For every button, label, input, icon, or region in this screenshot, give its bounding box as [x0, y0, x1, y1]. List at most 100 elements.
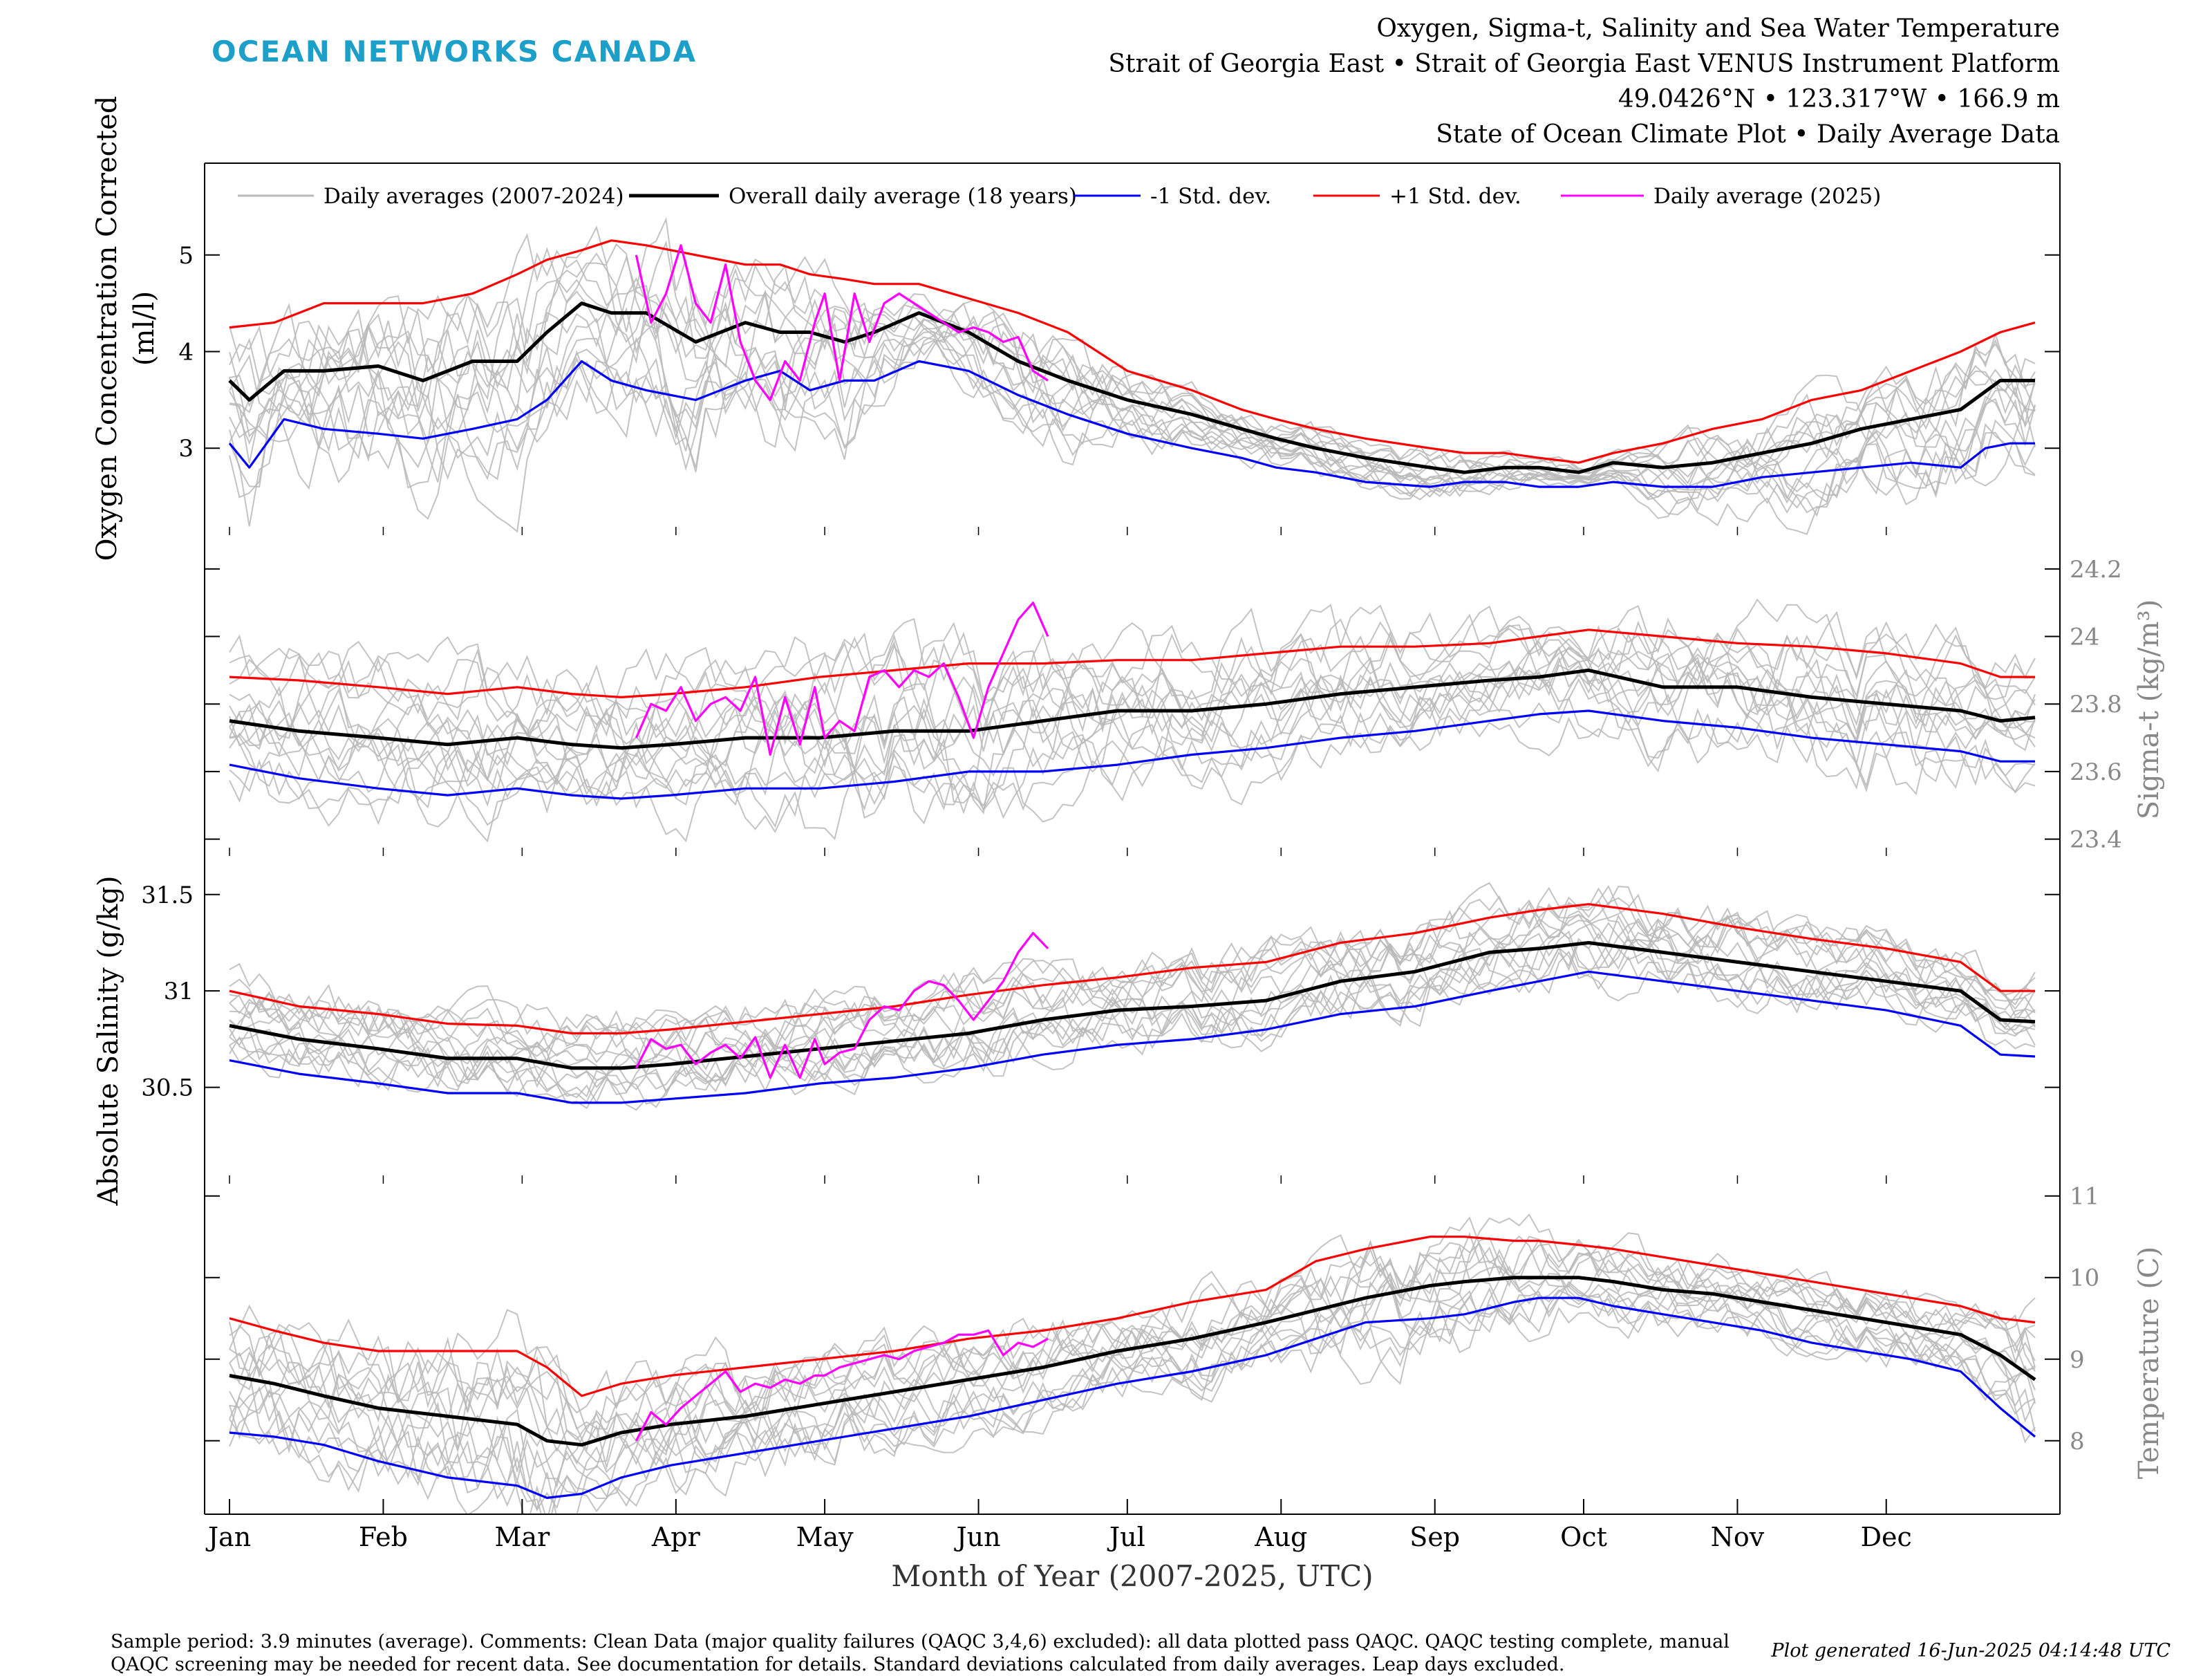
history-line — [229, 1281, 2036, 1514]
plus-std-line — [229, 903, 2035, 1035]
current-year-line — [635, 1329, 1049, 1442]
history-line — [229, 693, 2036, 843]
history-line — [229, 930, 2036, 1105]
history-line — [229, 216, 2036, 472]
chart-coordinates: 49.0426°N • 123.317°W • 166.9 m — [1618, 85, 2060, 113]
history-line — [229, 1265, 2036, 1494]
overall-mean-line — [228, 301, 2035, 474]
history-line — [229, 1234, 2036, 1441]
history-line — [229, 1277, 2036, 1473]
y-tick-label: 5 — [178, 242, 194, 270]
minus-std-line — [228, 360, 2035, 488]
y-tick-label: 8 — [2070, 1428, 2085, 1455]
y-tick-label: 23.6 — [2070, 758, 2122, 786]
history-line — [229, 886, 2036, 1051]
y-tick-label: 23.4 — [2070, 826, 2122, 854]
y-tick-label: 24.2 — [2070, 556, 2122, 584]
history-line — [229, 882, 2036, 1062]
plus-std-line — [229, 1236, 2036, 1397]
history-line — [229, 931, 2036, 1098]
history-line — [229, 605, 2036, 739]
panel-oxygen: 3 4 5 Oxygen Concentration Corrected (ml/l) D… — [91, 96, 2061, 561]
generated-timestamp: Plot generated 16-Jun-2025 04:14:48 UTC — [1771, 1640, 2171, 1661]
panel-temperature: 8 9 10 11 Temperature (C) Jan Feb Mar Apr May Jun J… — [204, 1183, 2165, 1593]
history-line — [229, 598, 2036, 737]
y-tick-label: 11 — [2070, 1183, 2099, 1211]
history-line — [229, 605, 2036, 747]
chart-title-block: Oxygen, Sigma-t, Salinity and Sea Water … — [1108, 11, 2060, 152]
y-axis-label-units: (ml/l) — [129, 291, 160, 366]
history-line — [229, 626, 2036, 783]
footer-comments: Sample period: 3.9 minutes (average). Co… — [111, 1631, 1730, 1675]
history-line — [229, 643, 2036, 792]
history-line — [229, 307, 2036, 503]
history-line — [229, 1301, 2036, 1514]
history-lines — [229, 882, 2036, 1111]
panel-salinity: 30.5 31 31.5 Absolute Salinity (g/kg) — [93, 856, 2061, 1207]
history-lines — [229, 1213, 2036, 1514]
minus-std-line — [229, 1296, 2036, 1499]
history-line — [229, 1283, 2036, 1497]
history-line — [229, 1216, 2036, 1456]
history-line — [229, 321, 2036, 535]
y-tick-label: 9 — [2070, 1346, 2085, 1374]
history-line — [229, 897, 2036, 1074]
x-tick-label: Oct — [1560, 1522, 1607, 1552]
x-tick-label: Mar — [495, 1522, 551, 1552]
minus-std-line — [229, 970, 2036, 1104]
legend-label: Daily average (2025) — [1653, 184, 1881, 209]
history-line — [229, 1213, 2036, 1419]
overall-mean-line — [229, 1276, 2036, 1447]
history-line — [229, 678, 2036, 828]
current-year-line — [635, 244, 1049, 402]
y-axis-label: Sigma-t (kg/m³) — [2133, 599, 2165, 819]
y-axis-label: Oxygen Concentration Corrected — [91, 96, 123, 561]
onc-logo: OCEAN NETWORKS CANADA — [212, 35, 697, 68]
plus-std-line — [229, 628, 2035, 699]
x-tick-label: Feb — [359, 1522, 408, 1552]
history-line — [229, 1236, 2036, 1453]
minus-std-line — [229, 709, 2035, 800]
panel-sigma-t: 23.4 23.6 23.8 24 24.2 Sigma-t (kg/m³) — [204, 535, 2165, 856]
chart-title: Oxygen, Sigma-t, Salinity and Sea Water … — [1376, 15, 2060, 43]
overall-mean-line — [229, 668, 2036, 750]
y-axis-label: Absolute Salinity (g/kg) — [93, 875, 124, 1206]
y-axis-label: Temperature (C) — [2133, 1247, 2165, 1480]
history-line — [229, 1272, 2036, 1512]
y-tick-label: 31 — [164, 978, 194, 1005]
y-tick-label: 23.8 — [2070, 691, 2122, 718]
legend-label: Overall daily average (18 years) — [729, 184, 1077, 209]
x-tick-label: Jun — [953, 1522, 1000, 1552]
x-tick-label: May — [796, 1522, 854, 1552]
history-lines — [229, 598, 2036, 843]
history-line — [229, 323, 2036, 512]
history-line — [229, 913, 2036, 1081]
legend-label: +1 Std. dev. — [1389, 184, 1521, 209]
chart-location: Strait of Georgia East • Strait of Georg… — [1108, 50, 2060, 78]
legend-label: -1 Std. dev. — [1150, 184, 1271, 209]
x-tick-label: Sep — [1409, 1522, 1460, 1552]
x-tick-label: Jul — [1107, 1522, 1145, 1552]
current-year-line — [635, 602, 1049, 756]
plus-std-line — [229, 239, 2036, 464]
x-tick-label: Jan — [205, 1522, 251, 1552]
x-tick-label: Dec — [1861, 1522, 1912, 1552]
y-tick-label: 10 — [2070, 1265, 2099, 1292]
y-tick-label: 31.5 — [141, 882, 194, 909]
history-lines — [229, 216, 2036, 535]
history-line — [229, 339, 2036, 505]
x-tick-label: Aug — [1254, 1522, 1307, 1552]
x-tick-label: Apr — [651, 1522, 701, 1552]
y-tick-label: 30.5 — [141, 1074, 194, 1102]
history-line — [229, 225, 2036, 474]
x-axis-label: Month of Year (2007-2025, UTC) — [891, 1559, 1373, 1593]
overall-mean-line — [229, 941, 2036, 1070]
history-line — [229, 932, 2036, 1111]
legend-label: Daily averages (2007-2024) — [324, 184, 624, 209]
y-tick-label: 24 — [2070, 624, 2099, 651]
y-tick-label: 3 — [178, 435, 194, 463]
history-line — [229, 884, 2036, 1063]
chart-plot-type: State of Ocean Climate Plot • Daily Aver… — [1436, 120, 2060, 149]
history-line — [229, 936, 2036, 1103]
